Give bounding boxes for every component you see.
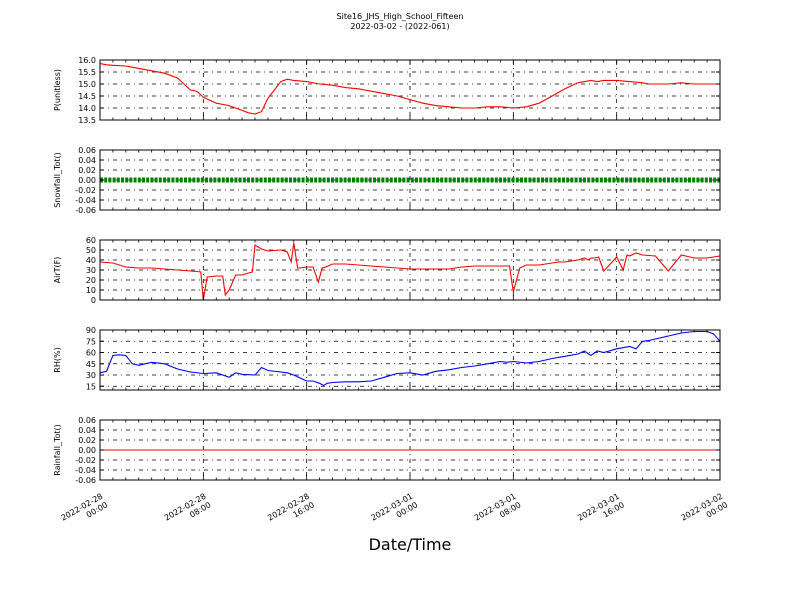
y-axis-label: RH(%) bbox=[53, 347, 62, 372]
x-axis-label: Date/Time bbox=[369, 535, 452, 554]
y-tick-label: 75 bbox=[86, 337, 96, 346]
y-tick-label: -0.06 bbox=[75, 476, 96, 485]
y-axis-label: Rainfall_Tot() bbox=[53, 424, 62, 476]
y-tick-label: 10 bbox=[86, 286, 96, 295]
chart-panel-4: 15 30 45 60 75 90 RH(%) bbox=[53, 326, 721, 391]
y-tick-label: 15.5 bbox=[78, 68, 96, 77]
series-line-1 bbox=[99, 330, 721, 387]
y-tick-label: 90 bbox=[86, 326, 96, 335]
y-tick-label: 50 bbox=[86, 246, 96, 255]
y-tick-label: 0.04 bbox=[78, 156, 96, 165]
chart-panel-1: 13.5 14.0 14.5 15.0 15.5 16.0 P(unitless) bbox=[53, 56, 721, 125]
y-tick-label: 0.04 bbox=[78, 426, 96, 435]
y-tick-label: 60 bbox=[86, 236, 96, 245]
y-tick-label: 13.5 bbox=[78, 116, 96, 125]
y-tick-label: 0.00 bbox=[78, 446, 96, 455]
y-tick-label: 30 bbox=[86, 371, 96, 380]
y-axis-label: Snowfall_Tot() bbox=[53, 152, 62, 208]
chart-title-line2: 2022-03-02 - (2022-061) bbox=[350, 22, 449, 31]
y-tick-label: 14.0 bbox=[78, 104, 96, 113]
y-tick-label: -0.06 bbox=[75, 206, 96, 215]
chart-panels: 13.5 14.0 14.5 15.0 15.5 16.0 P(unitless) -0.06… bbox=[53, 56, 721, 485]
y-tick-label: 16.0 bbox=[78, 56, 96, 65]
y-tick-label: 0.00 bbox=[78, 176, 96, 185]
y-tick-label: 20 bbox=[86, 276, 96, 285]
y-tick-label: 14.5 bbox=[78, 92, 96, 101]
y-tick-label: 40 bbox=[86, 256, 96, 265]
chart-panel-2: -0.06-0.04-0.020.000.020.040.06 Snowfall_… bbox=[53, 146, 721, 215]
y-tick-label: 0.06 bbox=[78, 146, 96, 155]
y-tick-label: 60 bbox=[86, 349, 96, 358]
y-tick-label: 0.06 bbox=[78, 416, 96, 425]
y-tick-label: 0.02 bbox=[78, 436, 96, 445]
y-tick-label: 30 bbox=[86, 266, 96, 275]
series-line-1 bbox=[99, 242, 721, 301]
y-tick-label: 15.0 bbox=[78, 80, 96, 89]
y-tick-label: -0.02 bbox=[75, 186, 96, 195]
y-tick-label: 45 bbox=[86, 360, 96, 369]
y-tick-label: 0 bbox=[91, 296, 96, 305]
chart-panel-5: -0.06-0.04-0.020.000.020.040.06 Rainfall_… bbox=[53, 416, 721, 485]
y-axis-label: P(unitless) bbox=[53, 69, 62, 111]
y-tick-label: -0.04 bbox=[75, 466, 96, 475]
y-axis-label: AirT(F) bbox=[53, 257, 62, 284]
series-line-1 bbox=[99, 63, 720, 115]
y-tick-label: -0.04 bbox=[75, 196, 96, 205]
y-tick-label: 0.02 bbox=[78, 166, 96, 175]
y-tick-label: 15 bbox=[86, 382, 96, 391]
chart-title-line1: Site16_JHS_High_School_Fifteen bbox=[337, 12, 464, 21]
y-tick-label: -0.02 bbox=[75, 456, 96, 465]
